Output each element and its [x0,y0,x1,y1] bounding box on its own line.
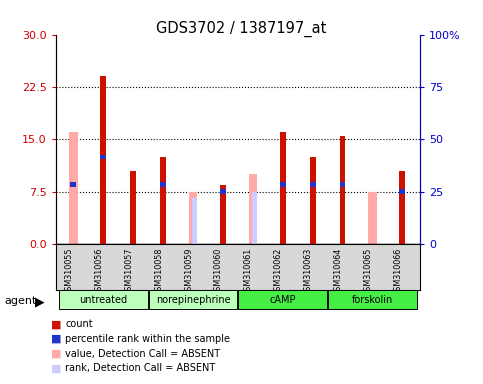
Text: GSM310055: GSM310055 [64,248,73,296]
Text: GDS3702 / 1387197_at: GDS3702 / 1387197_at [156,21,327,37]
Text: GSM310065: GSM310065 [363,248,372,296]
Text: ■: ■ [51,349,61,359]
Text: GSM310063: GSM310063 [304,248,313,296]
Bar [71,182,76,187]
Bar [252,192,256,244]
Text: GSM310061: GSM310061 [244,248,253,296]
Text: ▶: ▶ [35,295,44,308]
Text: agent: agent [5,296,37,306]
Text: value, Detection Call = ABSENT: value, Detection Call = ABSENT [65,349,220,359]
Bar [160,157,166,244]
Text: ■: ■ [51,334,61,344]
Bar [310,182,315,187]
Bar [399,170,405,244]
Text: GSM310059: GSM310059 [184,248,193,296]
Text: percentile rank within the sample: percentile rank within the sample [65,334,230,344]
Bar [189,192,197,244]
Bar [310,157,315,244]
Text: GSM310057: GSM310057 [124,248,133,296]
FancyBboxPatch shape [328,290,417,309]
Text: GSM310060: GSM310060 [214,248,223,296]
Bar [130,170,136,244]
Text: untreated: untreated [79,295,128,305]
Bar [280,132,286,244]
Text: ■: ■ [51,363,61,373]
Text: cAMP: cAMP [270,295,296,305]
Text: GSM310064: GSM310064 [333,248,342,296]
Bar [100,154,106,159]
Text: GSM310056: GSM310056 [94,248,103,296]
Text: GSM310062: GSM310062 [274,248,283,296]
Bar [399,189,405,194]
Text: forskolin: forskolin [352,295,393,305]
Bar [368,192,377,244]
FancyBboxPatch shape [149,290,237,309]
FancyBboxPatch shape [239,290,327,309]
Bar [220,185,226,244]
Text: GSM310066: GSM310066 [393,248,402,296]
Bar [100,76,106,244]
Text: GSM310058: GSM310058 [154,248,163,296]
Bar [220,189,226,194]
Bar [69,132,78,244]
Bar [340,182,345,187]
Text: norepinephrine: norepinephrine [156,295,230,305]
Text: rank, Detection Call = ABSENT: rank, Detection Call = ABSENT [65,363,215,373]
Bar [280,182,286,187]
Bar [160,182,166,187]
Bar [192,199,197,244]
Text: count: count [65,319,93,329]
Bar [249,174,257,244]
Text: ■: ■ [51,319,61,329]
FancyBboxPatch shape [59,290,148,309]
Bar [340,136,345,244]
